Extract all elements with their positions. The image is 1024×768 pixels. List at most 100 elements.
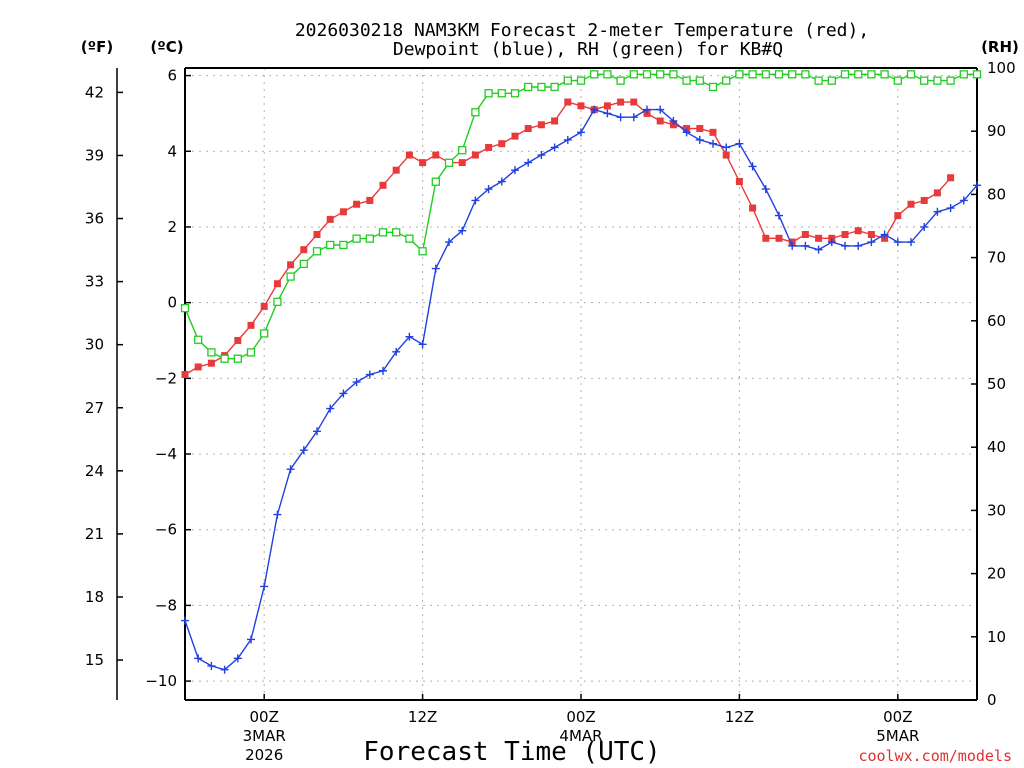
dewpoint-point [695, 135, 704, 144]
rh-point [550, 82, 559, 92]
temperature-point [379, 181, 387, 189]
dewpoint-point [577, 128, 585, 137]
dewpoint-point [801, 241, 810, 250]
temperature-point [234, 336, 242, 344]
rh-point [748, 70, 757, 79]
rh-point [326, 240, 335, 250]
fahrenheit-tick-label: 24 [85, 462, 104, 480]
temperature-point [392, 166, 400, 174]
temperature-point [485, 143, 493, 151]
rh-point [669, 70, 678, 79]
rh-point [180, 304, 190, 313]
temperature-point [313, 231, 321, 239]
x-tick-label-date: 5MAR [876, 727, 919, 745]
fahrenheit-tick-label: 21 [85, 525, 104, 543]
temperature-point [339, 208, 347, 216]
rh-point [603, 70, 612, 79]
rh-point [563, 76, 572, 85]
dewpoint-line [184, 108, 978, 671]
rh-point [233, 354, 242, 363]
rh-point [458, 146, 467, 155]
temperature-point [260, 302, 268, 310]
fahrenheit-tick-label: 18 [85, 588, 104, 606]
dewpoint-point [233, 654, 242, 663]
temperature-point [498, 140, 506, 148]
rh-tick-label: 80 [987, 185, 1006, 203]
dewpoint-point [220, 665, 229, 674]
rh-point [774, 70, 784, 79]
temperature-point [920, 196, 928, 204]
dewpoint-point [643, 105, 651, 114]
rh-point [708, 82, 718, 92]
dewpoint-point [207, 661, 216, 670]
x-tick-label-time: 00Z [250, 708, 279, 726]
x-tick-label-time: 12Z [408, 708, 437, 726]
rh-point [392, 228, 401, 237]
rh-point [920, 76, 929, 85]
temperature-point [841, 231, 849, 239]
rh-point [286, 272, 295, 281]
temperature-point [511, 132, 519, 140]
x-tick-label-time: 00Z [883, 708, 912, 726]
temperature-point [603, 102, 611, 110]
dewpoint-point [497, 177, 506, 186]
dewpoint-point [682, 128, 691, 137]
temperature-point [432, 151, 440, 159]
dewpoint-point [669, 116, 678, 125]
unit-label-celsius: (ºC) [150, 38, 183, 56]
dewpoint-point [959, 196, 968, 205]
dewpoint-point [946, 204, 955, 213]
temperature-point [419, 159, 427, 167]
dewpoint-point [656, 105, 665, 114]
fahrenheit-tick-label: 33 [85, 273, 104, 291]
dewpoint-point [405, 332, 414, 341]
temperature-point [287, 261, 295, 269]
dewpoint-point [590, 105, 599, 114]
x-tick-label-date: 3MAR [243, 727, 286, 745]
dewpoint-point [511, 166, 519, 175]
dewpoint-point [392, 347, 401, 356]
dewpoint-point [418, 340, 427, 349]
temperature-point [181, 371, 189, 379]
rh-tick-label: 10 [987, 628, 1006, 646]
dewpoint-point [445, 238, 453, 247]
rh-point [722, 76, 731, 85]
rh-tick-label: 20 [987, 565, 1006, 583]
rh-point [352, 234, 361, 243]
rh-point [656, 70, 665, 79]
dewpoint-point [352, 378, 361, 387]
dewpoint-point [893, 238, 902, 247]
dewpoint-point [247, 635, 255, 644]
unit-label-fahrenheit: (ºF) [81, 38, 113, 56]
series-layer [180, 70, 982, 674]
dewpoint-point [920, 222, 929, 231]
dewpoint-markers [181, 105, 981, 674]
x-tick-label-time: 00Z [566, 708, 595, 726]
temperature-point [815, 234, 823, 242]
temperature-point [273, 280, 281, 288]
rh-point [959, 70, 968, 79]
temperature-point [762, 234, 770, 242]
dewpoint-point [326, 404, 335, 413]
rh-point [867, 70, 876, 79]
celsius-tick-label: −6 [155, 521, 177, 539]
x-tick-label-time: 12Z [725, 708, 754, 726]
chart-title-line2: Dewpoint (blue), RH (green) for KB#Q [393, 39, 783, 60]
rh-point [510, 89, 520, 98]
dewpoint-point [907, 238, 915, 247]
dewpoint-point [709, 139, 717, 148]
rh-point [616, 76, 625, 85]
dewpoint-point [775, 211, 783, 220]
rh-point [682, 76, 691, 85]
fahrenheit-tick-label: 36 [85, 210, 104, 228]
temperature-point [894, 212, 902, 220]
dewpoint-point [761, 185, 770, 194]
temperature-point [471, 151, 479, 159]
rh-point [207, 348, 216, 357]
dewpoint-point [629, 113, 638, 122]
rh-tick-label: 30 [987, 501, 1006, 519]
rh-point [365, 234, 374, 243]
dewpoint-point [616, 113, 625, 122]
dewpoint-point [827, 238, 836, 247]
x-tick-label-year: 2026 [245, 746, 283, 764]
